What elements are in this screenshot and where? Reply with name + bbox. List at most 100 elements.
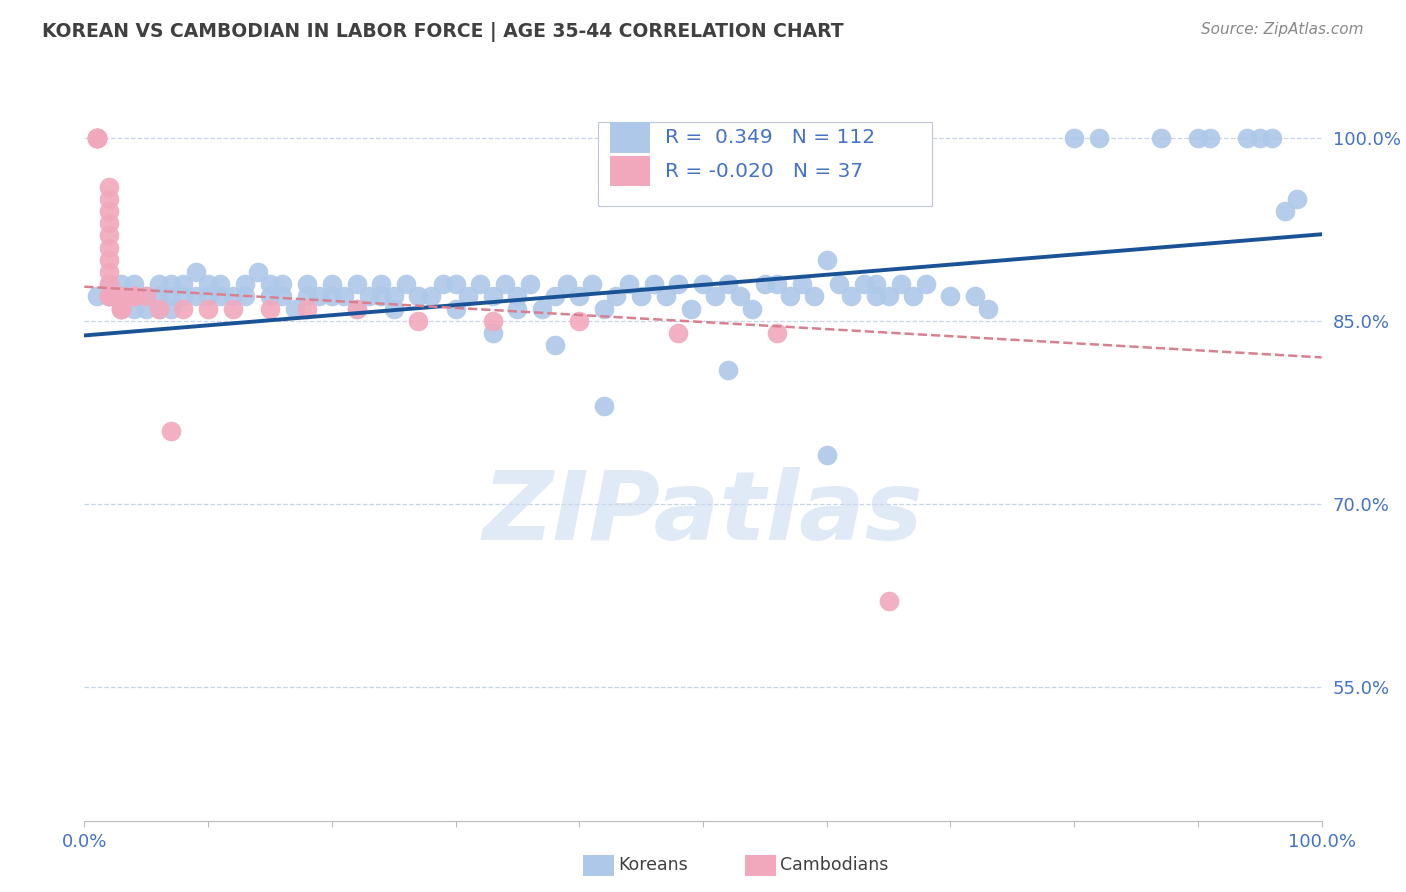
Point xyxy=(976,301,998,316)
Point xyxy=(506,289,529,303)
Point xyxy=(741,301,763,316)
Point xyxy=(444,301,467,316)
Point xyxy=(197,277,219,292)
Point xyxy=(1285,192,1308,206)
Point xyxy=(766,277,789,292)
Point xyxy=(160,301,183,316)
Point xyxy=(98,289,121,303)
Point xyxy=(98,179,121,194)
Point xyxy=(98,241,121,255)
Point xyxy=(346,301,368,316)
Point xyxy=(1236,131,1258,145)
Point xyxy=(346,301,368,316)
Point xyxy=(666,277,689,292)
Point xyxy=(766,326,789,340)
Point xyxy=(395,277,418,292)
Point xyxy=(779,289,801,303)
Point xyxy=(754,277,776,292)
Point xyxy=(543,338,565,352)
Point xyxy=(643,277,665,292)
Point xyxy=(481,326,503,340)
Point xyxy=(135,289,157,303)
Point xyxy=(295,289,318,303)
Point xyxy=(593,301,616,316)
Point xyxy=(271,289,294,303)
Point xyxy=(98,289,121,303)
Point xyxy=(122,289,145,303)
Point xyxy=(1063,131,1085,145)
Point xyxy=(965,289,987,303)
Point xyxy=(841,289,863,303)
Point xyxy=(184,265,207,279)
Point xyxy=(321,289,343,303)
Point xyxy=(1150,131,1173,145)
Point xyxy=(110,301,132,316)
Point xyxy=(98,216,121,230)
Point xyxy=(903,289,925,303)
Point xyxy=(233,289,256,303)
Point xyxy=(382,301,405,316)
Point xyxy=(568,314,591,328)
Text: ZIPatlas: ZIPatlas xyxy=(482,467,924,560)
Point xyxy=(122,289,145,303)
FancyBboxPatch shape xyxy=(598,122,932,206)
Point xyxy=(1261,131,1284,145)
Point xyxy=(110,301,132,316)
Point xyxy=(692,277,714,292)
Point xyxy=(877,594,900,608)
Point xyxy=(605,289,627,303)
Point xyxy=(568,289,591,303)
Point xyxy=(865,289,887,303)
Point xyxy=(148,301,170,316)
Point xyxy=(346,277,368,292)
Point xyxy=(148,289,170,303)
Point xyxy=(222,289,245,303)
Point xyxy=(494,277,516,292)
Point xyxy=(357,289,380,303)
Point xyxy=(408,289,430,303)
Point xyxy=(86,131,108,145)
Point xyxy=(481,289,503,303)
Point xyxy=(160,289,183,303)
Point xyxy=(98,289,121,303)
Point xyxy=(209,289,232,303)
Point xyxy=(98,289,121,303)
Point xyxy=(457,289,479,303)
Point xyxy=(160,277,183,292)
Text: KOREAN VS CAMBODIAN IN LABOR FORCE | AGE 35-44 CORRELATION CHART: KOREAN VS CAMBODIAN IN LABOR FORCE | AGE… xyxy=(42,22,844,42)
Point xyxy=(172,301,194,316)
Point xyxy=(852,277,875,292)
Point xyxy=(110,301,132,316)
Point xyxy=(295,301,318,316)
Point xyxy=(865,277,887,292)
Point xyxy=(333,289,356,303)
Point xyxy=(408,314,430,328)
Point xyxy=(717,277,740,292)
Point xyxy=(555,277,578,292)
Point xyxy=(617,277,640,292)
Point xyxy=(419,289,441,303)
Point xyxy=(110,289,132,303)
Point xyxy=(284,301,307,316)
Point xyxy=(295,277,318,292)
Point xyxy=(172,277,194,292)
Point xyxy=(98,228,121,243)
Point xyxy=(148,277,170,292)
Point xyxy=(209,277,232,292)
Point xyxy=(581,277,603,292)
Point xyxy=(519,277,541,292)
Point xyxy=(160,424,183,438)
Point xyxy=(222,301,245,316)
Point xyxy=(382,289,405,303)
Point xyxy=(531,301,554,316)
Point xyxy=(470,277,492,292)
Point xyxy=(197,301,219,316)
Point xyxy=(135,301,157,316)
Point xyxy=(86,131,108,145)
Point xyxy=(444,277,467,292)
Point xyxy=(110,289,132,303)
Point xyxy=(233,277,256,292)
Point xyxy=(98,277,121,292)
Point xyxy=(86,131,108,145)
Point xyxy=(1199,131,1222,145)
